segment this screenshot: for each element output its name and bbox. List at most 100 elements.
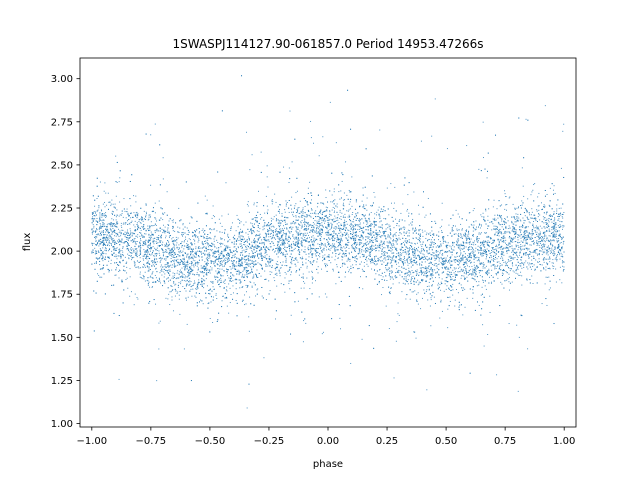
data-point: [528, 257, 530, 259]
data-point: [542, 246, 544, 248]
data-point: [485, 258, 487, 260]
data-point: [155, 241, 157, 243]
data-point: [159, 257, 161, 259]
data-point: [205, 268, 207, 270]
data-point: [520, 244, 522, 246]
data-point: [321, 216, 323, 218]
data-point: [167, 231, 169, 233]
data-point: [249, 296, 251, 298]
data-point: [456, 244, 458, 246]
data-point: [240, 235, 242, 237]
data-point: [152, 225, 154, 227]
data-point: [193, 266, 195, 268]
data-point: [559, 258, 561, 260]
data-point: [340, 267, 342, 269]
data-point: [235, 249, 237, 251]
data-point: [313, 240, 315, 242]
data-point: [326, 216, 328, 218]
data-point: [245, 284, 247, 286]
data-point: [120, 262, 122, 264]
data-point: [139, 260, 141, 262]
data-point: [367, 243, 369, 245]
data-point: [343, 225, 345, 227]
data-point: [217, 241, 219, 243]
data-point: [166, 191, 168, 193]
data-point: [507, 259, 509, 261]
data-point: [413, 251, 415, 253]
data-point: [163, 276, 165, 278]
data-point: [166, 278, 168, 280]
data-point: [431, 236, 433, 238]
data-point: [239, 259, 241, 261]
data-point: [353, 235, 355, 237]
data-point: [449, 259, 451, 261]
data-point: [320, 234, 322, 236]
data-point: [513, 231, 515, 233]
data-point: [361, 242, 363, 244]
data-point: [524, 244, 526, 246]
data-point: [392, 283, 394, 285]
data-point: [284, 209, 286, 211]
data-point: [147, 247, 149, 249]
data-point: [289, 245, 291, 247]
data-point: [256, 241, 258, 243]
data-point: [311, 248, 313, 250]
data-point: [98, 274, 100, 276]
data-point: [343, 192, 345, 194]
data-point: [403, 232, 405, 234]
data-point: [498, 223, 500, 225]
data-point: [518, 274, 520, 276]
data-point: [480, 224, 482, 226]
data-point: [526, 211, 528, 213]
data-point: [488, 246, 490, 248]
data-point: [237, 226, 239, 228]
data-point: [143, 278, 145, 280]
data-point: [537, 233, 539, 235]
data-point: [294, 238, 296, 240]
data-point: [493, 251, 495, 253]
data-point: [364, 208, 366, 210]
data-point: [118, 232, 120, 234]
data-point: [254, 264, 256, 266]
data-point: [211, 269, 213, 271]
data-point: [124, 256, 126, 258]
data-point: [152, 264, 154, 266]
data-point: [184, 245, 186, 247]
data-point: [112, 211, 114, 213]
data-point: [355, 199, 357, 201]
data-point: [126, 208, 128, 210]
data-point: [295, 192, 297, 194]
data-point: [520, 263, 522, 265]
data-point: [251, 247, 253, 249]
data-point: [145, 251, 147, 253]
data-point: [174, 274, 176, 276]
data-point: [167, 224, 169, 226]
data-point: [111, 250, 113, 252]
data-point: [481, 263, 483, 265]
data-point: [321, 333, 323, 335]
data-point: [447, 242, 449, 244]
data-point: [100, 249, 102, 251]
data-point: [236, 251, 238, 253]
data-point: [177, 286, 179, 288]
data-point: [225, 259, 227, 261]
data-point: [552, 239, 554, 241]
data-point: [347, 266, 349, 268]
data-point: [329, 218, 331, 220]
data-point: [475, 226, 477, 228]
data-point: [402, 259, 404, 261]
data-point: [149, 239, 151, 241]
data-point: [232, 292, 234, 294]
data-point: [248, 258, 250, 260]
data-point: [458, 267, 460, 269]
data-point: [333, 191, 335, 193]
data-point: [302, 258, 304, 260]
data-point: [169, 249, 171, 251]
data-point: [407, 264, 409, 266]
data-point: [245, 246, 247, 248]
data-point: [328, 232, 330, 234]
data-point: [341, 265, 343, 267]
data-point: [539, 231, 541, 233]
data-point: [489, 262, 491, 264]
data-point: [460, 233, 462, 235]
